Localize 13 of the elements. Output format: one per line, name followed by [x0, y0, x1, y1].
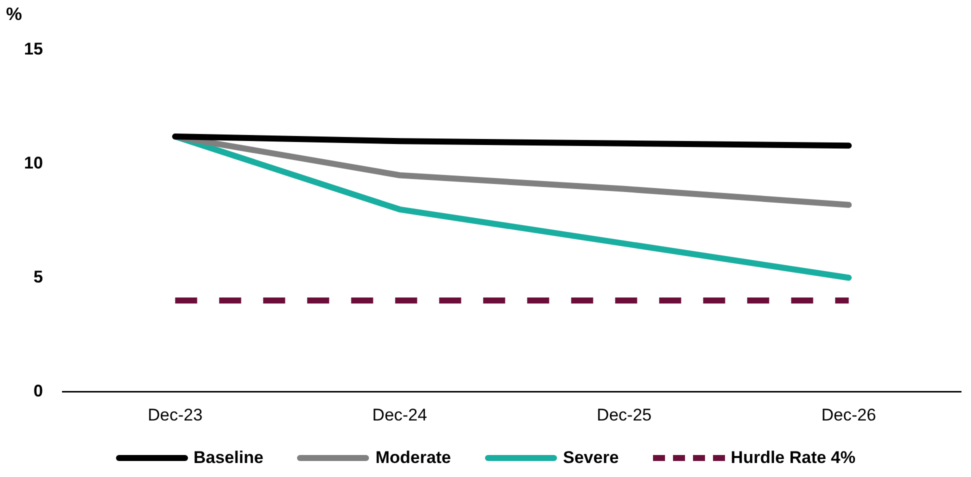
y-tick-label: 10	[24, 154, 43, 173]
legend-label: Hurdle Rate 4%	[730, 448, 856, 468]
legend-label: Moderate	[375, 448, 452, 468]
y-tick-label: 15	[24, 40, 43, 59]
x-tick-label: Dec-26	[821, 405, 876, 424]
x-tick-label: Dec-24	[372, 405, 428, 424]
y-tick-label: 0	[33, 381, 43, 400]
legend-label: Baseline	[194, 448, 264, 468]
y-tick-label: 5	[33, 267, 43, 286]
legend-label: Severe	[563, 448, 619, 468]
x-tick-label: Dec-23	[148, 405, 203, 424]
x-tick-label: Dec-25	[596, 405, 652, 424]
y-axis-title: %	[6, 4, 22, 25]
